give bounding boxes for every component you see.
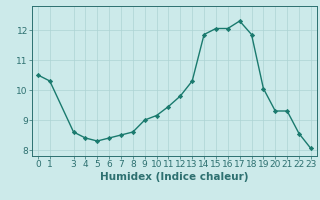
X-axis label: Humidex (Indice chaleur): Humidex (Indice chaleur): [100, 172, 249, 182]
